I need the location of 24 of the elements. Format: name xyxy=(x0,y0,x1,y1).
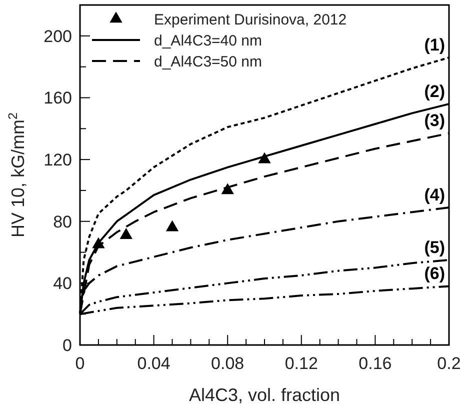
y-tick-label: 40 xyxy=(53,274,72,294)
legend-label: Experiment Durisinova, 2012 xyxy=(154,11,347,28)
annotation: (2) xyxy=(424,82,445,101)
annotation: (1) xyxy=(424,35,445,54)
legend-label: d_Al4C3=50 nm xyxy=(154,53,262,70)
y-tick-label: 200 xyxy=(44,26,72,46)
x-tick-label: 0.08 xyxy=(211,354,244,373)
x-tick-label: 0.16 xyxy=(358,354,392,373)
annotation: (5) xyxy=(424,238,445,257)
annotation: (3) xyxy=(424,111,445,130)
x-tick-label: 0 xyxy=(75,354,85,373)
y-tick-label: 80 xyxy=(53,212,72,232)
point xyxy=(120,228,132,239)
annotation: (4) xyxy=(424,185,445,204)
y-tick-label: 0 xyxy=(62,336,72,355)
point xyxy=(166,220,179,232)
x-axis-title: Al4C3, vol. fraction xyxy=(188,385,340,405)
x-tick-label: 0.2 xyxy=(437,354,461,373)
y-tick-label: 120 xyxy=(44,150,72,170)
y-tick-label: 160 xyxy=(44,88,72,108)
x-tick-label: 0.04 xyxy=(137,354,170,373)
legend-label: d_Al4C3=40 nm xyxy=(154,32,262,50)
annotation: (6) xyxy=(424,264,445,284)
x-tick-label: 0.12 xyxy=(284,354,318,373)
